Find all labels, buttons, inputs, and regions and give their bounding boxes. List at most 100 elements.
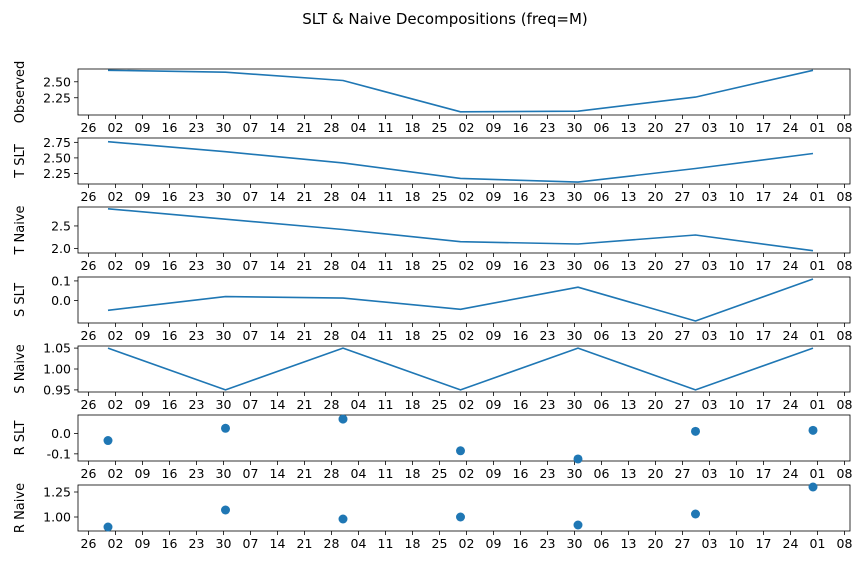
y-tick-label: -0.1	[47, 446, 71, 461]
x-tick-label: 09	[486, 536, 502, 551]
x-tick-label: 03	[702, 466, 718, 481]
x-tick-label: 04	[351, 258, 367, 273]
x-tick-label: 14	[270, 536, 286, 551]
x-tick-label: 08	[837, 120, 853, 135]
x-tick-label: 25	[432, 397, 448, 412]
x-tick-label: 02	[108, 466, 124, 481]
x-tick-label: 02	[108, 258, 124, 273]
x-tick-label: 16	[513, 189, 529, 204]
x-tick-label: 26	[81, 328, 97, 343]
x-tick-label: 09	[135, 466, 151, 481]
x-tick-label: 08	[837, 536, 853, 551]
subplot-r-naive: R Naive 1.00 1.25 26 02 09 16 23 30 07 14 21 28 04 11 1…	[13, 482, 853, 551]
y-tick-label: 2.50	[43, 74, 71, 89]
x-tick-label: 18	[405, 258, 421, 273]
x-tick-label: 17	[756, 120, 772, 135]
x-tick-label: 28	[324, 189, 340, 204]
x-tick-label: 02	[108, 189, 124, 204]
data-point	[221, 505, 230, 515]
x-tick-label: 07	[243, 120, 259, 135]
x-tick-label: 10	[729, 258, 745, 273]
data-point	[691, 509, 700, 519]
x-tick-label: 11	[378, 189, 394, 204]
x-tick-label: 26	[81, 536, 97, 551]
x-tick-label: 27	[675, 536, 691, 551]
x-tick-label: 21	[297, 258, 313, 273]
x-tick-label: 09	[135, 258, 151, 273]
series-line	[107, 278, 814, 322]
x-tick-label: 10	[729, 397, 745, 412]
x-tick-label: 07	[243, 397, 259, 412]
x-tick-label: 09	[486, 466, 502, 481]
x-tick-label: 18	[405, 466, 421, 481]
subplot-s-slt: S SLT 0.0 0.1 26 02 09 16 23 30 07 14 21 28 04 11 18 25 0…	[13, 273, 852, 343]
x-tick-label: 09	[135, 536, 151, 551]
x-tick-label: 03	[702, 328, 718, 343]
x-tick-label: 06	[594, 189, 610, 204]
x-tick-label: 21	[297, 328, 313, 343]
x-tick-label: 16	[513, 536, 529, 551]
x-tick-label: 25	[432, 120, 448, 135]
subplot-r-slt: R SLT -0.1 0.0 26 02 09 16 23 30 07 14 21 28 04 11 18 25…	[13, 414, 852, 481]
x-tick-label: 25	[432, 189, 448, 204]
x-tick-label: 24	[783, 120, 799, 135]
x-tick-label: 18	[405, 397, 421, 412]
y-tick-label: 1.25	[43, 485, 71, 500]
x-tick-label: 25	[432, 466, 448, 481]
y-tick-label: 1.00	[43, 510, 71, 525]
x-tick-label: 04	[351, 536, 367, 551]
x-tick-label: 16	[162, 120, 178, 135]
x-tick-label: 23	[189, 189, 205, 204]
x-tick-label: 30	[567, 536, 583, 551]
x-tick-label: 16	[513, 466, 529, 481]
x-tick-label: 09	[135, 328, 151, 343]
x-tick-label: 25	[432, 536, 448, 551]
x-tick-label: 10	[729, 536, 745, 551]
data-point	[103, 436, 113, 446]
x-tick-label: 16	[513, 258, 529, 273]
x-tick-label: 30	[216, 536, 232, 551]
x-tick-label: 01	[810, 466, 826, 481]
x-tick-label: 09	[135, 397, 151, 412]
x-tick-label: 08	[837, 397, 853, 412]
x-tick-label: 04	[351, 397, 367, 412]
x-tick-label: 23	[189, 120, 205, 135]
x-tick-label: 11	[378, 536, 394, 551]
x-tick-label: 30	[216, 328, 232, 343]
x-tick-label: 03	[702, 536, 718, 551]
y-tick-label: 2.75	[43, 135, 71, 150]
x-tick-label: 20	[648, 120, 664, 135]
axes-frame	[77, 68, 851, 116]
x-tick-label: 11	[378, 397, 394, 412]
x-tick-label: 02	[459, 120, 475, 135]
x-tick-label: 04	[351, 189, 367, 204]
x-tick-label: 21	[297, 466, 313, 481]
x-tick-label: 30	[216, 258, 232, 273]
x-tick-label: 01	[810, 328, 826, 343]
x-tick-label: 28	[324, 258, 340, 273]
data-point	[338, 414, 348, 424]
y-tick-label: 2.25	[43, 166, 71, 181]
x-tick-label: 17	[756, 258, 772, 273]
y-axis-label: Observed	[13, 61, 28, 124]
x-tick-label: 10	[729, 120, 745, 135]
x-tick-label: 23	[540, 466, 556, 481]
x-tick-label: 21	[297, 397, 313, 412]
x-tick-label: 07	[243, 328, 259, 343]
x-tick-label: 26	[81, 120, 97, 135]
x-tick-label: 07	[243, 536, 259, 551]
x-tick-label: 21	[297, 120, 313, 135]
x-tick-label: 07	[243, 466, 259, 481]
x-tick-label: 17	[756, 397, 772, 412]
data-point	[221, 423, 230, 433]
x-tick-label: 02	[108, 120, 124, 135]
x-tick-label: 20	[648, 258, 664, 273]
axes-frame	[77, 414, 851, 462]
x-tick-label: 07	[243, 189, 259, 204]
x-tick-label: 16	[162, 189, 178, 204]
x-tick-label: 30	[567, 328, 583, 343]
x-tick-label: 11	[378, 120, 394, 135]
axes-frame	[77, 137, 851, 185]
x-tick-label: 13	[621, 466, 637, 481]
x-tick-label: 23	[189, 397, 205, 412]
